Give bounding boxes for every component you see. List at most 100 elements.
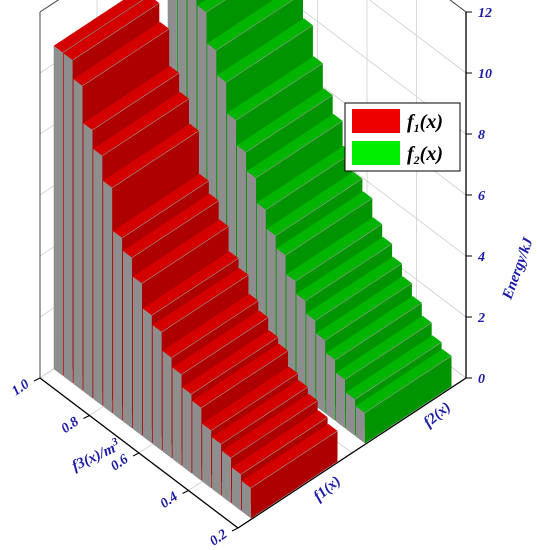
bar-top-face xyxy=(202,366,298,431)
bar-top-face xyxy=(182,330,279,395)
bar-side-face xyxy=(73,79,83,391)
bar-edge xyxy=(181,317,269,375)
bar-top-face xyxy=(212,380,308,444)
legend-swatch-f1 xyxy=(352,109,400,133)
bar-side-face xyxy=(306,313,316,406)
depth-tick-mark xyxy=(83,415,90,419)
grid-side-z xyxy=(368,0,467,74)
depth-tick-label: 0.2 xyxy=(207,527,230,549)
bar-edge xyxy=(325,282,413,341)
depth-tick-mark xyxy=(132,452,140,457)
bar-top-face xyxy=(231,410,328,475)
bar-top-face xyxy=(192,343,288,408)
bar-top-face xyxy=(63,0,160,61)
depth-axis-title-main: f3(x)/m xyxy=(70,441,118,475)
legend-label-f2: f2(x) xyxy=(407,143,443,167)
bar-edge xyxy=(295,223,383,282)
bar-side-face xyxy=(336,372,346,429)
bar-top-face xyxy=(172,310,269,375)
z-tick-label: 2 xyxy=(477,311,485,326)
bar-edge xyxy=(275,178,363,236)
bar-edge xyxy=(122,180,209,239)
bar-top-face xyxy=(93,91,189,156)
bar-side-face xyxy=(83,123,93,399)
bar-top-face xyxy=(246,114,343,178)
bar-edge xyxy=(92,72,180,131)
bar-top-face xyxy=(336,315,432,380)
bar-side-face xyxy=(172,367,182,466)
bar-top-face xyxy=(345,335,442,400)
bar-side-face xyxy=(123,250,133,429)
z-tick-label: 12 xyxy=(478,6,492,21)
bar-edge xyxy=(171,300,259,359)
bar-top-face xyxy=(207,0,293,51)
depth-tick-label: 1.0 xyxy=(9,377,32,399)
bar-edge xyxy=(255,120,343,179)
z-tick-label: 6 xyxy=(478,189,485,204)
bar-top-face xyxy=(286,217,383,282)
depth-axis-title-exp: 3 xyxy=(109,435,120,449)
bar-edge xyxy=(211,373,299,431)
bar-edge xyxy=(240,417,328,475)
bar-f2(x)-0.24 xyxy=(355,349,452,444)
bar-top-face xyxy=(142,251,239,316)
bar-side-face xyxy=(142,308,152,444)
bar-edge xyxy=(62,0,144,53)
category-label-f1: f1(x) xyxy=(311,473,344,505)
bar-edge xyxy=(216,0,294,51)
bar-side-face xyxy=(286,274,296,391)
bar-edge xyxy=(335,302,422,361)
bar-top-face xyxy=(83,66,180,130)
bar-edge xyxy=(226,24,314,83)
bar-side-face xyxy=(316,333,326,414)
bar-edge xyxy=(221,386,308,445)
bar-edge xyxy=(151,258,239,316)
bar-top-face xyxy=(162,293,259,358)
bar-side-face xyxy=(182,387,192,474)
bar-top-face xyxy=(132,219,229,284)
bar-top-face xyxy=(113,174,209,238)
depth-tick-mark xyxy=(182,490,189,494)
legend-label-f1: f1(x) xyxy=(407,111,443,135)
bar-top-face xyxy=(152,268,249,332)
x-axis-line xyxy=(237,377,467,529)
bar-top-face xyxy=(306,256,402,321)
bar-side-face xyxy=(212,437,222,496)
bar-side-face xyxy=(231,467,241,511)
bar-side-face xyxy=(162,350,172,459)
bar-top-face xyxy=(276,191,373,256)
bar-top-face xyxy=(73,22,170,86)
bar-top-face xyxy=(227,56,323,121)
bar-edge xyxy=(72,2,160,61)
legend: f1(x) f2(x) xyxy=(344,102,461,172)
bar-top-face xyxy=(316,276,412,341)
bar-edge xyxy=(236,62,323,121)
z-tick-label: 0 xyxy=(478,372,485,387)
bar-edge xyxy=(285,198,373,256)
bar-edge xyxy=(206,0,226,13)
bar-edge xyxy=(364,355,452,414)
bar-edge xyxy=(250,430,338,489)
bar-edge xyxy=(161,274,249,333)
bar-side-face xyxy=(241,481,251,519)
z-axis-title: Energy/kJ xyxy=(499,235,536,302)
bar-f1(x)-0.24 xyxy=(241,424,338,519)
z-tick-label: 4 xyxy=(477,250,485,265)
depth-tick-label: 0.4 xyxy=(158,489,181,511)
bar-edge xyxy=(102,98,190,157)
bar-side-face xyxy=(326,353,336,421)
depth-tick-mark xyxy=(231,527,239,532)
bar-edge xyxy=(201,350,289,408)
depth-tick-label: 0.8 xyxy=(59,414,82,436)
z-tick-label: 10 xyxy=(478,67,492,82)
bar-edge xyxy=(112,130,200,188)
bar-edge xyxy=(230,400,318,458)
bar-edge xyxy=(305,243,393,302)
bar-side-face xyxy=(152,325,162,451)
chart-bars xyxy=(53,0,452,519)
bar-side-face xyxy=(53,45,63,376)
bar-front-face xyxy=(364,355,452,444)
bar-side-face xyxy=(345,392,355,436)
